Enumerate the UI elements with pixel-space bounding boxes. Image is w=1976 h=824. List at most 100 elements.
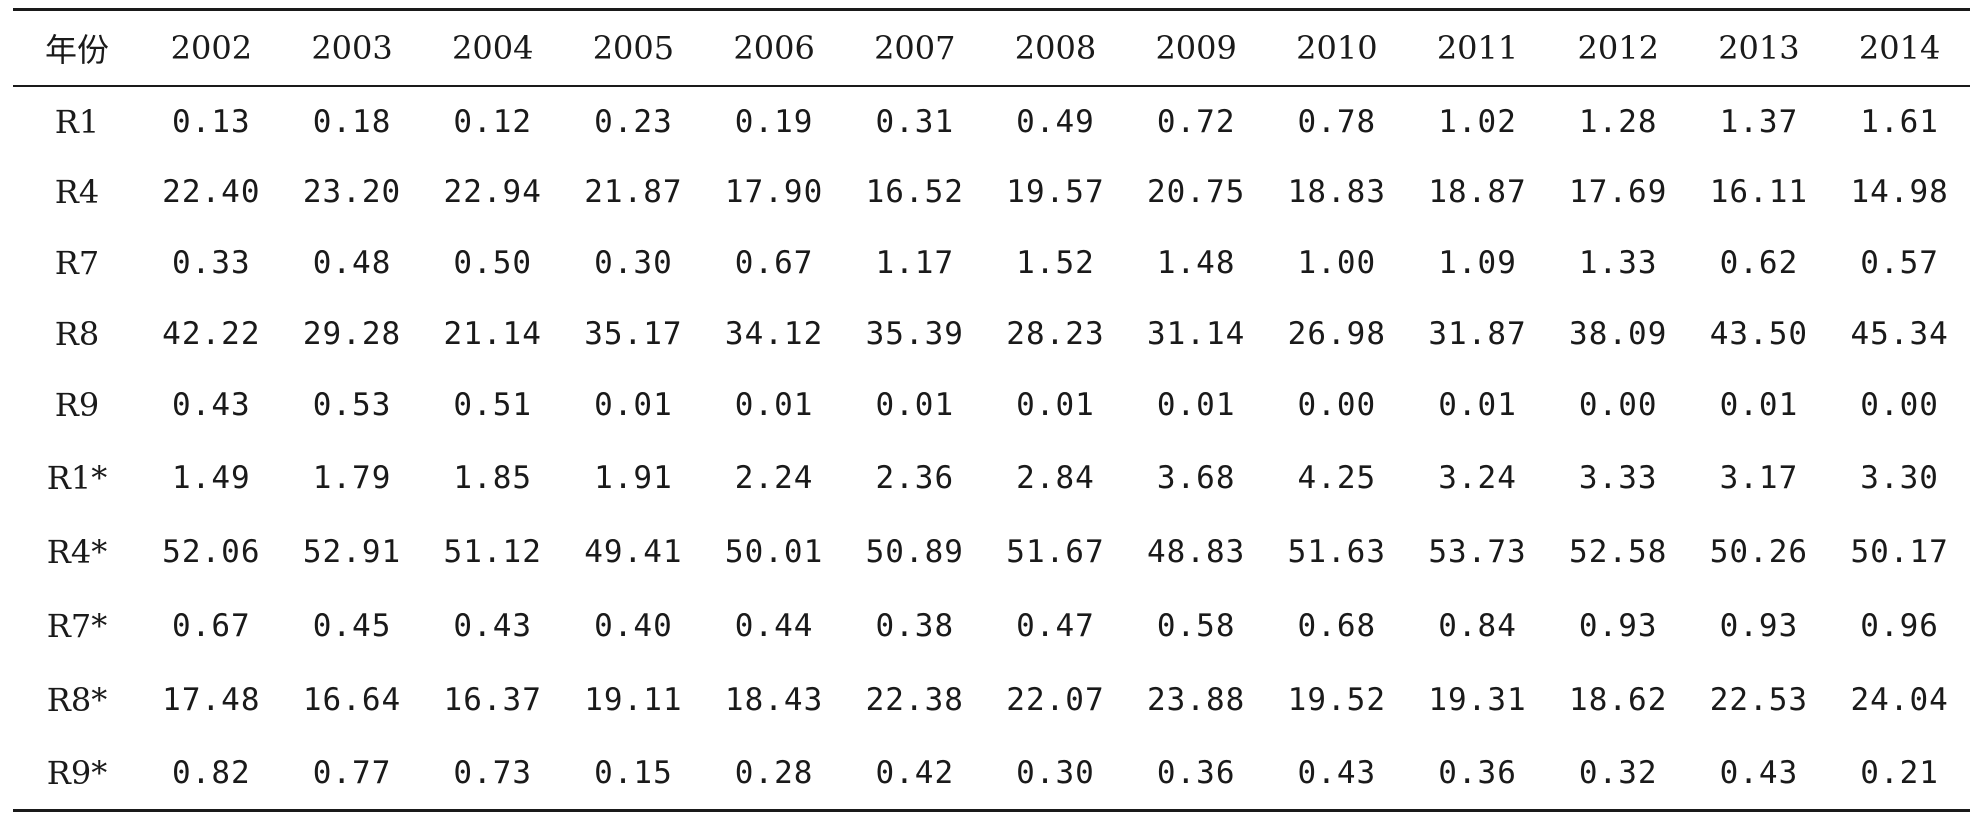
table-cell: 23.88	[1146, 681, 1246, 718]
year-header: 2011	[1436, 28, 1519, 67]
year-header: 2010	[1296, 28, 1378, 67]
table-cell: 51.67	[1006, 533, 1105, 570]
table-cell: 22.94	[443, 174, 542, 210]
year-header: 2005	[592, 28, 675, 67]
row-label: R8*	[46, 680, 108, 719]
table-cell: 31.14	[1146, 316, 1246, 352]
table-cell: 0.43	[172, 387, 251, 423]
table-cell: 0.57	[1860, 245, 1939, 281]
table-cell: 0.50	[453, 245, 533, 281]
table-cell: 22.53	[1709, 681, 1809, 718]
table-cell: 0.01	[1016, 387, 1095, 423]
table-row: R1* 1.49 1.79 1.85 1.91 2.24 2.36 2.84 3.68 4.25 3…	[13, 441, 1970, 515]
table-cell: 52.91	[302, 533, 402, 570]
table-cell: 35.39	[865, 316, 964, 352]
table-cell: 0.21	[1860, 754, 1939, 791]
table-cell: 0.00	[1578, 387, 1658, 423]
table-cell: 0.36	[1438, 754, 1517, 791]
row-label: R7*	[46, 606, 108, 645]
table-cell: 52.58	[1569, 533, 1668, 570]
year-header: 2003	[311, 28, 393, 67]
table-cell: 16.37	[443, 681, 542, 718]
table-cell: 28.23	[1006, 316, 1105, 352]
table-cell: 0.78	[1297, 103, 1377, 140]
table-cell: 0.48	[312, 245, 392, 281]
table-cell: 1.02	[1438, 103, 1517, 140]
table-row: R4 22.40 23.20 22.94 21.87 17.90 16.52 19.57 20.…	[13, 157, 1970, 228]
table-cell: 51.12	[443, 533, 542, 570]
row-label: R9	[54, 386, 100, 424]
table-cell: 0.15	[594, 754, 673, 791]
table-cell: 0.73	[453, 754, 533, 791]
year-header: 2012	[1577, 28, 1659, 67]
table-cell: 24.04	[1850, 681, 1949, 718]
table-cell: 16.11	[1709, 174, 1809, 210]
table-cell: 21.87	[584, 174, 683, 210]
year-header: 2014	[1858, 28, 1941, 67]
table-cell: 0.47	[1016, 607, 1095, 644]
table-cell: 31.87	[1428, 316, 1527, 352]
table-cell: 0.30	[594, 245, 673, 281]
table-cell: 19.31	[1428, 681, 1527, 718]
row-label: R4*	[46, 532, 108, 571]
table-cell: 0.19	[734, 103, 814, 140]
header-row: 年份 2002 2003 2004 2005 2006 2007 2008 2009 2010 2…	[13, 9, 1970, 86]
table-cell: 0.40	[594, 607, 673, 644]
table-cell: 0.58	[1156, 607, 1236, 644]
table-cell: 0.45	[312, 607, 392, 644]
table-cell: 0.43	[453, 607, 533, 644]
table-cell: 0.31	[875, 103, 955, 140]
table-cell: 0.28	[734, 754, 814, 791]
year-header: 2002	[170, 28, 253, 67]
table-cell: 0.36	[1156, 754, 1236, 791]
table-cell: 0.01	[875, 387, 955, 423]
table-cell: 43.50	[1709, 316, 1809, 352]
year-header: 2009	[1155, 28, 1237, 67]
table-cell: 0.77	[312, 754, 392, 791]
table-cell: 2.36	[875, 459, 955, 496]
table-cell: 19.52	[1287, 681, 1386, 718]
table-cell: 1.09	[1438, 245, 1517, 281]
table-cell: 0.38	[875, 607, 955, 644]
table-cell: 42.22	[162, 316, 261, 352]
table-body: R1 0.13 0.18 0.12 0.23 0.19 0.31 0.49 0.72 0.78 1.…	[13, 86, 1970, 811]
table-row: R8* 17.48 16.64 16.37 19.11 18.43 22.38 22.07 23…	[13, 663, 1970, 737]
table-cell: 0.84	[1438, 607, 1517, 644]
table-cell: 53.73	[1428, 533, 1527, 570]
table-cell: 0.33	[172, 245, 251, 281]
table-cell: 0.51	[453, 387, 533, 423]
table-cell: 0.01	[1156, 387, 1236, 423]
corner-header: 年份	[44, 30, 109, 69]
table-cell: 1.91	[594, 459, 673, 496]
table-cell: 0.13	[172, 103, 251, 140]
table-cell: 18.87	[1428, 174, 1527, 210]
data-table: 年份 2002 2003 2004 2005 2006 2007 2008 2009 2010 2…	[13, 8, 1970, 812]
table-cell: 0.93	[1719, 607, 1799, 644]
table-cell: 18.43	[724, 681, 824, 718]
table-cell: 22.07	[1006, 681, 1105, 718]
table-cell: 0.01	[1719, 387, 1799, 423]
table-cell: 26.98	[1287, 316, 1386, 352]
row-label: R1*	[46, 458, 108, 497]
table-cell: 19.11	[584, 681, 683, 718]
table-cell: 3.24	[1438, 459, 1517, 496]
table-cell: 2.84	[1016, 459, 1095, 496]
table-cell: 16.52	[865, 174, 964, 210]
table-cell: 50.89	[865, 533, 964, 570]
table-cell: 35.17	[584, 316, 683, 352]
year-header: 2006	[733, 28, 815, 67]
table-cell: 16.64	[302, 681, 402, 718]
table-cell: 0.30	[1016, 754, 1095, 791]
table-cell: 23.20	[302, 174, 402, 210]
table-cell: 0.00	[1297, 387, 1377, 423]
table-cell: 19.57	[1006, 174, 1105, 210]
table-cell: 38.09	[1569, 316, 1668, 352]
table-cell: 0.67	[734, 245, 814, 281]
table-cell: 18.83	[1287, 174, 1386, 210]
table-row: R9 0.43 0.53 0.51 0.01 0.01 0.01 0.01 0.01 0.00 0.…	[13, 370, 1970, 441]
table-cell: 0.01	[734, 387, 814, 423]
table-cell: 0.68	[1297, 607, 1377, 644]
table-cell: 1.33	[1578, 245, 1658, 281]
table-cell: 0.82	[172, 754, 251, 791]
table-cell: 0.12	[453, 103, 533, 140]
